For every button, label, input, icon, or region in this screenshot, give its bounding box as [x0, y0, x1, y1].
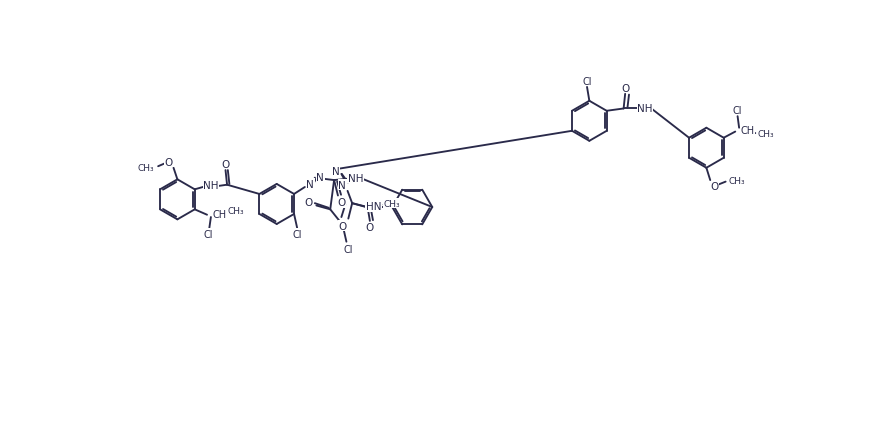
Text: O: O — [339, 221, 347, 231]
Text: O: O — [337, 198, 345, 208]
Text: CH₃: CH₃ — [729, 176, 746, 185]
Text: O: O — [366, 223, 374, 233]
Text: NH: NH — [348, 173, 363, 183]
Text: CH: CH — [213, 209, 227, 219]
Text: CH₃: CH₃ — [383, 199, 400, 208]
Text: NH: NH — [203, 181, 219, 191]
Text: Cl: Cl — [732, 106, 742, 116]
Text: CH₃: CH₃ — [137, 164, 154, 173]
Text: CH₃: CH₃ — [757, 130, 774, 139]
Text: Cl: Cl — [582, 77, 592, 86]
Text: Cl: Cl — [203, 230, 213, 240]
Text: O: O — [222, 160, 230, 169]
Text: N: N — [316, 172, 324, 183]
Text: Cl: Cl — [293, 230, 302, 240]
Text: O: O — [165, 157, 173, 167]
Text: O: O — [710, 182, 718, 192]
Text: N: N — [332, 166, 340, 176]
Text: O: O — [621, 83, 629, 93]
Text: HN: HN — [366, 202, 382, 212]
Text: O: O — [304, 197, 312, 207]
Text: N: N — [306, 179, 314, 190]
Text: N: N — [338, 180, 346, 190]
Text: CH₃: CH₃ — [227, 207, 244, 216]
Text: CH: CH — [740, 126, 755, 136]
Text: NH: NH — [637, 104, 653, 114]
Text: Cl: Cl — [344, 244, 352, 254]
